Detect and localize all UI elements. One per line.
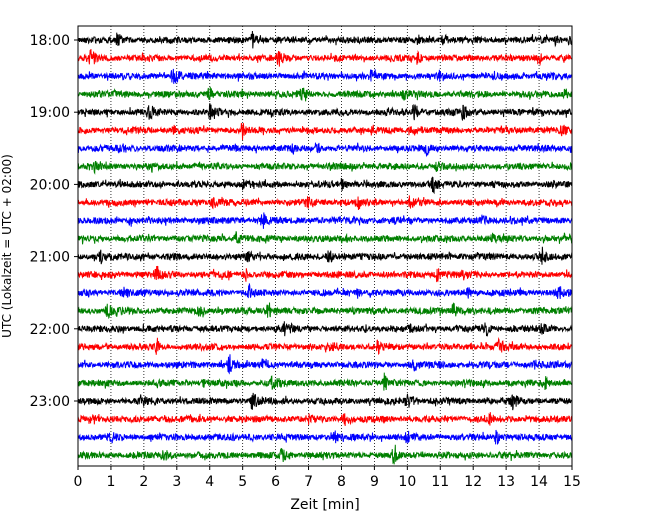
- trace-1815: [77, 48, 573, 67]
- x-tick-label: 2: [139, 474, 148, 490]
- trace-2315: [77, 412, 573, 426]
- trace-2030: [77, 212, 573, 229]
- x-tick-label: 13: [497, 474, 515, 490]
- plot-frame: [77, 25, 573, 467]
- x-tick-label: 9: [370, 474, 379, 490]
- trace-1900: [77, 103, 573, 121]
- vertical-grid: [110, 26, 540, 466]
- x-tick-label: 7: [304, 474, 313, 490]
- x-tick-label: 10: [398, 474, 416, 490]
- trace-2130: [77, 283, 573, 299]
- trace-2100: [77, 246, 573, 265]
- y-tick-label: 21:00: [30, 250, 70, 266]
- x-tick-label: 6: [271, 474, 280, 490]
- y-tick-label: 22:00: [30, 322, 70, 338]
- y-tick-label: 19:00: [30, 105, 70, 121]
- trace-2145: [77, 302, 573, 320]
- y-tick-label: 18:00: [30, 33, 70, 49]
- y-tick-label: 20:00: [30, 177, 70, 193]
- trace-2115: [77, 265, 573, 283]
- trace-2015: [77, 195, 573, 210]
- trace-2045: [77, 231, 573, 245]
- trace-2330: [77, 429, 573, 445]
- seismic-traces: [77, 30, 573, 465]
- x-tick-label: 4: [205, 474, 214, 490]
- x-tick-label: 3: [172, 474, 181, 490]
- trace-1830: [77, 68, 573, 84]
- trace-1845: [77, 86, 573, 102]
- x-tick-label: 5: [238, 474, 247, 490]
- trace-1915: [77, 122, 573, 140]
- plot-background: [78, 26, 572, 466]
- y-axis-ticks: 18:00 19:00 20:00 21:00 22:00 23:00: [30, 33, 78, 410]
- trace-1800: [77, 30, 573, 49]
- x-tick-label: 1: [106, 474, 115, 490]
- x-tick-label: 12: [464, 474, 482, 490]
- trace-2215: [77, 336, 573, 355]
- trace-2345: [77, 444, 573, 465]
- trace-1930: [77, 142, 573, 158]
- x-tick-label: 14: [530, 474, 548, 490]
- y-tick-label: 23:00: [30, 394, 70, 410]
- y-axis-label: UTC (Lokalzeit = UTC + 02:00): [0, 154, 14, 338]
- trace-2230: [77, 354, 573, 375]
- x-axis-ticks: 0 1 2 3 4 5 6 7 8 9 10 11 12 13 14 15: [74, 466, 581, 490]
- x-tick-label: 11: [431, 474, 449, 490]
- x-tick-label: 15: [563, 474, 581, 490]
- x-tick-label: 0: [74, 474, 83, 490]
- x-axis-label: Zeit [min]: [290, 497, 359, 513]
- trace-2245: [77, 372, 573, 391]
- x-tick-label: 8: [337, 474, 346, 490]
- trace-2300: [77, 392, 573, 411]
- trace-2000: [77, 176, 573, 195]
- trace-2200: [77, 321, 573, 337]
- trace-1945: [77, 160, 573, 175]
